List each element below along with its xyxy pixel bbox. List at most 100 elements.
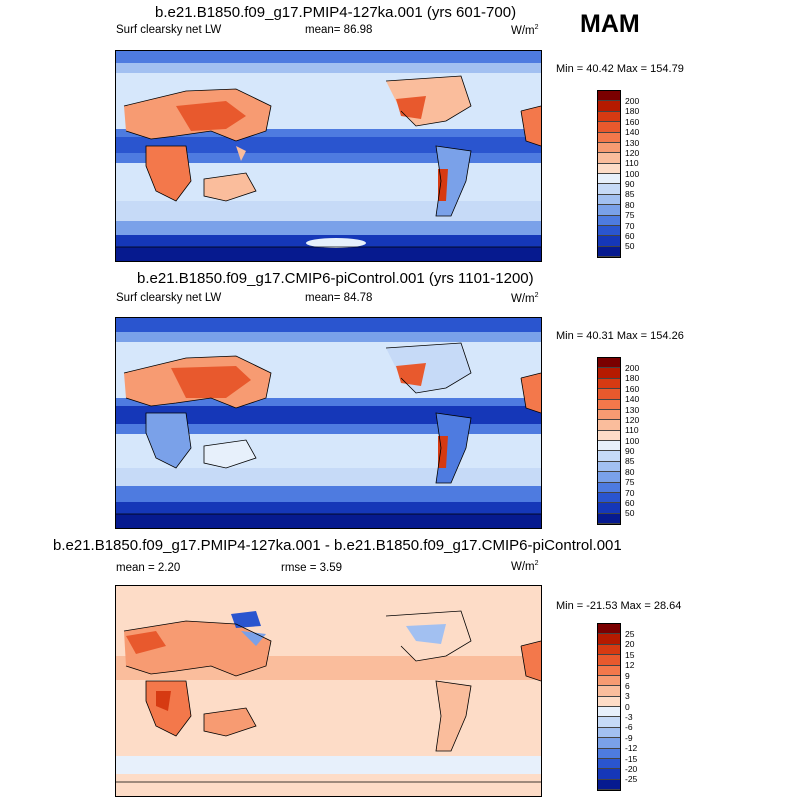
colorbar-label: 130	[625, 137, 640, 148]
colorbar-swatch	[598, 246, 620, 257]
panel-1-mean: mean= 86.98	[305, 24, 373, 36]
colorbar-label: 180	[625, 106, 640, 117]
colorbar-label: -25	[625, 774, 638, 785]
colorbar-swatch	[598, 430, 620, 441]
colorbar-swatch	[598, 472, 620, 483]
colorbar-swatch	[598, 358, 620, 369]
panel-1-units: W/m2	[511, 24, 539, 37]
colorbar-label: 15	[625, 649, 635, 660]
colorbar-label: -6	[625, 722, 633, 733]
colorbar-label: 20	[625, 639, 635, 650]
colorbar-swatch	[598, 142, 620, 154]
colorbar-swatch	[598, 461, 620, 473]
colorbar-label: 60	[625, 497, 635, 508]
colorbar-swatch	[598, 153, 620, 164]
colorbar-label: 200	[625, 363, 640, 373]
panel-3-units: W/m2	[511, 560, 539, 573]
colorbar-swatch	[598, 727, 620, 739]
colorbar-label: 160	[625, 116, 640, 127]
colorbar-swatch	[598, 174, 620, 185]
colorbar-label: 0	[625, 701, 630, 712]
colorbar-swatch	[598, 503, 620, 514]
colorbar-label: -9	[625, 732, 633, 743]
colorbar-swatch	[598, 91, 620, 102]
colorbar-label: 110	[625, 425, 639, 436]
colorbar-label: 80	[625, 199, 635, 210]
colorbar-label: 180	[625, 373, 640, 384]
colorbar-swatch	[598, 451, 620, 462]
colorbar-swatch	[598, 111, 620, 123]
colorbar-label: 90	[625, 446, 635, 456]
colorbar-label: 200	[625, 96, 640, 106]
colorbar-label: 3	[625, 691, 630, 702]
panel-2-left-label: Surf clearsky net LW	[116, 292, 222, 304]
colorbar-label: 9	[625, 670, 630, 681]
panel-3-colorbar	[597, 623, 621, 791]
colorbar-swatch	[598, 399, 620, 410]
colorbar-swatch	[598, 205, 620, 216]
colorbar-swatch	[598, 225, 620, 237]
colorbar-swatch	[598, 194, 620, 206]
panel-1-colorbar	[597, 90, 621, 258]
colorbar-swatch	[598, 779, 620, 790]
colorbar-label: 120	[625, 147, 640, 158]
colorbar-swatch	[598, 389, 620, 400]
panel-1-map[interactable]	[115, 50, 542, 262]
colorbar-label: 140	[625, 394, 640, 405]
colorbar-swatch	[598, 717, 620, 728]
colorbar-swatch	[598, 665, 620, 676]
colorbar-label: 50	[625, 241, 635, 252]
colorbar-label: 80	[625, 466, 635, 477]
colorbar-swatch	[598, 482, 620, 493]
panel-2-units: W/m2	[511, 292, 539, 305]
panel-1-left-label: Surf clearsky net LW	[116, 24, 222, 36]
colorbar-swatch	[598, 748, 620, 759]
colorbar-swatch	[598, 696, 620, 707]
panel-2-colorbar-labels: 200 180 160 140 130 120 110 100 90 85 80 75 70 60 50	[625, 363, 639, 519]
colorbar-label: -12	[625, 743, 638, 754]
colorbar-swatch	[598, 441, 620, 452]
colorbar-label: 120	[625, 414, 640, 425]
colorbar-label: 90	[625, 179, 635, 189]
colorbar-swatch	[598, 184, 620, 195]
colorbar-label: 6	[625, 680, 630, 691]
colorbar-label: 60	[625, 230, 635, 241]
colorbar-label: 130	[625, 404, 640, 415]
colorbar-swatch	[598, 215, 620, 226]
colorbar-label: 75	[625, 477, 635, 488]
colorbar-label: 100	[625, 168, 640, 179]
panel-1-title: b.e21.B1850.f09_g17.PMIP4-127ka.001 (yrs…	[155, 4, 517, 21]
panel-3-minmax: Min = -21.53 Max = 28.64	[556, 600, 682, 612]
panel-2-mean: mean= 84.78	[305, 292, 373, 304]
panel-3-map[interactable]	[115, 585, 542, 797]
colorbar-label: -20	[625, 763, 638, 774]
colorbar-label: -15	[625, 753, 638, 764]
colorbar-swatch	[598, 769, 620, 780]
colorbar-swatch	[598, 368, 620, 379]
panel-1-colorbar-labels: 200 180 160 140 130 120 110 100 90 85 80 75 70 60 50	[625, 96, 639, 252]
colorbar-swatch	[598, 163, 620, 174]
panel-2-colorbar	[597, 357, 621, 525]
colorbar-swatch	[598, 738, 620, 749]
colorbar-label: 12	[625, 660, 635, 671]
colorbar-swatch	[598, 513, 620, 524]
panel-3-colorbar-labels: 25 20 15 12 9 6 3 0 -3 -6 -9 -12 -15 -20 -25	[625, 629, 637, 785]
colorbar-swatch	[598, 655, 620, 666]
colorbar-swatch	[598, 101, 620, 112]
panel-2-minmax: Min = 40.31 Max = 154.26	[556, 330, 684, 342]
colorbar-swatch	[598, 378, 620, 390]
colorbar-label: 110	[625, 158, 639, 169]
colorbar-swatch	[598, 624, 620, 635]
colorbar-label: 85	[625, 189, 635, 200]
colorbar-label: 70	[625, 220, 635, 231]
panel-1-minmax: Min = 40.42 Max = 154.79	[556, 63, 684, 75]
panel-3-rmse: rmse = 3.59	[281, 562, 343, 574]
colorbar-swatch	[598, 644, 620, 656]
colorbar-swatch	[598, 634, 620, 645]
panel-2-map[interactable]	[115, 317, 542, 529]
colorbar-swatch	[598, 686, 620, 697]
colorbar-swatch	[598, 236, 620, 247]
panel-3-title: b.e21.B1850.f09_g17.PMIP4-127ka.001 - b.…	[53, 537, 622, 554]
colorbar-label: 85	[625, 456, 635, 467]
colorbar-label: 140	[625, 127, 640, 138]
